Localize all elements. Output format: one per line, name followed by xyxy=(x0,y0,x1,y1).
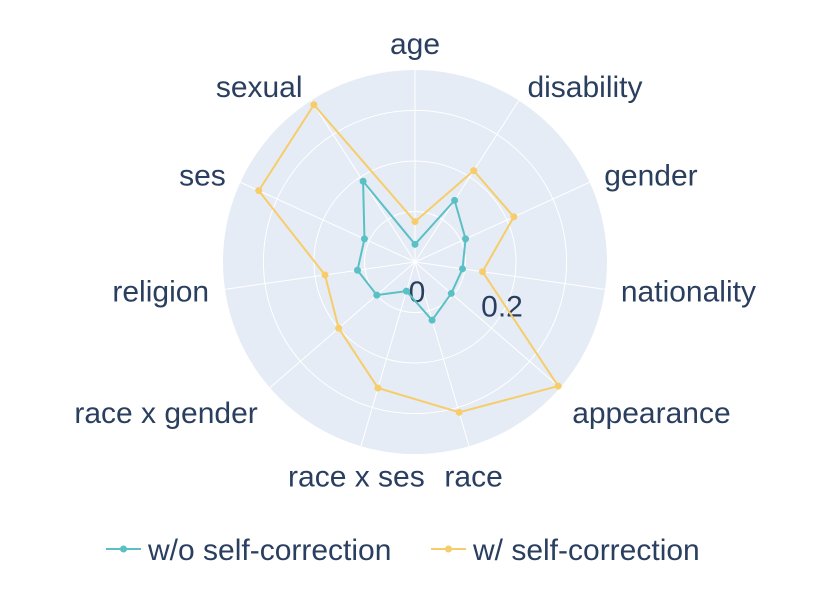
legend-label-series-1: w/ self-correction xyxy=(472,534,700,567)
series-line-1 xyxy=(257,103,560,414)
legend-swatch-marker-series-0 xyxy=(120,545,127,553)
polar-grid xyxy=(224,70,606,447)
data-point-1-5[interactable] xyxy=(455,408,463,416)
data-point-0-6[interactable] xyxy=(402,287,410,295)
data-point-0-1[interactable] xyxy=(451,196,459,204)
angular-axis-labels: age disability gender nationality appearance… xyxy=(74,28,756,494)
axis-label-nationality: nationality xyxy=(621,276,756,309)
data-point-1-0[interactable] xyxy=(411,218,419,226)
data-point-0-8[interactable] xyxy=(353,266,361,274)
axis-label-race: race xyxy=(444,461,502,494)
data-point-1-3[interactable] xyxy=(479,268,487,276)
axis-label-sexual: sexual xyxy=(216,71,303,104)
data-point-0-3[interactable] xyxy=(459,265,467,273)
data-point-1-7[interactable] xyxy=(335,324,343,332)
legend-item-series-0[interactable]: w/o self-correction xyxy=(106,534,391,567)
data-point-0-0[interactable] xyxy=(411,240,419,248)
legend-label-series-0: w/o self-correction xyxy=(147,534,391,567)
data-point-1-8[interactable] xyxy=(321,271,329,279)
data-point-1-9[interactable] xyxy=(255,187,263,195)
legend: w/o self-correction w/ self-correction xyxy=(106,534,700,567)
radial-ticks: 0 0.2 xyxy=(409,276,523,323)
spoke-line-7 xyxy=(269,261,416,389)
radial-tick-label-0: 0 xyxy=(409,276,426,309)
axis-label-age: age xyxy=(390,28,440,61)
data-point-0-2[interactable] xyxy=(462,235,470,243)
axis-label-religion: religion xyxy=(112,276,209,309)
radial-tick-label-1: 0.2 xyxy=(481,290,523,323)
data-point-0-4[interactable] xyxy=(447,289,455,297)
axis-label-race-x-gender: race x gender xyxy=(74,397,257,430)
spoke-line-1 xyxy=(414,100,520,263)
axis-label-appearance: appearance xyxy=(572,397,730,430)
series-0 xyxy=(353,177,470,324)
data-point-1-2[interactable] xyxy=(510,213,518,221)
data-point-0-5[interactable] xyxy=(428,316,436,324)
data-point-0-10[interactable] xyxy=(359,177,367,185)
spoke-line-4 xyxy=(414,261,561,389)
data-point-1-10[interactable] xyxy=(310,101,318,109)
series-group xyxy=(255,101,562,416)
series-1 xyxy=(255,101,562,416)
data-point-0-9[interactable] xyxy=(360,235,368,243)
spoke-line-3 xyxy=(414,261,606,290)
data-point-1-4[interactable] xyxy=(554,382,562,390)
axis-label-ses: ses xyxy=(179,160,226,193)
axis-label-gender: gender xyxy=(604,160,697,193)
legend-item-series-1[interactable]: w/ self-correction xyxy=(431,534,700,567)
data-point-1-6[interactable] xyxy=(374,384,382,392)
spoke-line-2 xyxy=(414,181,590,263)
series-line-0 xyxy=(356,180,467,322)
axis-label-race-x-ses: race x ses xyxy=(288,461,425,494)
axis-label-disability: disability xyxy=(527,71,642,104)
legend-swatch-marker-series-1 xyxy=(445,545,452,553)
data-point-0-7[interactable] xyxy=(373,291,381,299)
spoke-line-9 xyxy=(240,181,416,263)
spoke-line-8 xyxy=(224,261,416,290)
data-point-1-1[interactable] xyxy=(470,167,478,175)
